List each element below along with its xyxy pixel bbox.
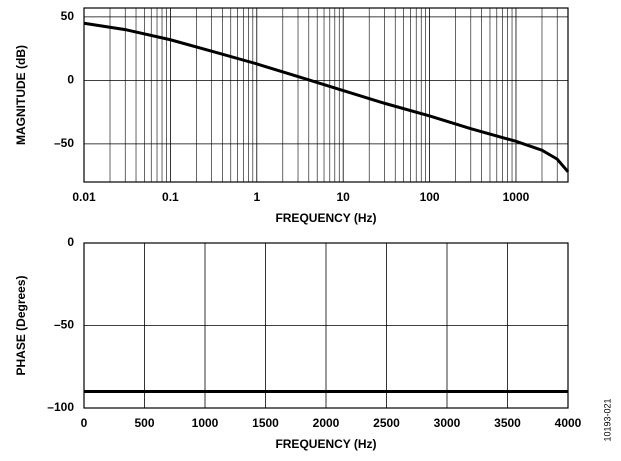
x-tick-label: 500	[134, 416, 154, 430]
x-tick-label: 1000	[192, 416, 219, 430]
y-tick-label: –50	[54, 136, 74, 150]
x-tick-label: 3000	[434, 416, 461, 430]
x-axis-label: FREQUENCY (Hz)	[275, 437, 376, 451]
plot-frame	[83, 242, 569, 409]
x-tick-label: 1500	[252, 416, 279, 430]
x-tick-label: 1000	[503, 190, 530, 204]
line	[83, 21, 570, 173]
x-tick-label: 2500	[373, 416, 400, 430]
y-axis-label: MAGNITUDE (dB)	[14, 45, 28, 145]
y-tick-label: –50	[54, 318, 74, 332]
x-tick-label: 2000	[313, 416, 340, 430]
x-axis-label: FREQUENCY (Hz)	[275, 211, 376, 225]
x-tick-label: 0.1	[162, 190, 179, 204]
x-tick-label: 4000	[555, 416, 582, 430]
y-tick-label: 50	[61, 9, 75, 23]
plot-frame	[83, 7, 569, 183]
y-tick-label: 0	[67, 73, 74, 87]
figure-id: 10193-021	[602, 398, 612, 441]
y-axis-label: PHASE (Degrees)	[14, 275, 28, 375]
y-tick-label: 0	[67, 235, 74, 249]
x-tick-label: 0.01	[72, 190, 96, 204]
y-tick-label: –100	[47, 400, 74, 414]
x-tick-label: 0	[81, 416, 88, 430]
x-tick-label: 10	[337, 190, 351, 204]
x-tick-label: 3500	[494, 416, 521, 430]
x-tick-label: 100	[420, 190, 440, 204]
x-tick-label: 1	[253, 190, 260, 204]
